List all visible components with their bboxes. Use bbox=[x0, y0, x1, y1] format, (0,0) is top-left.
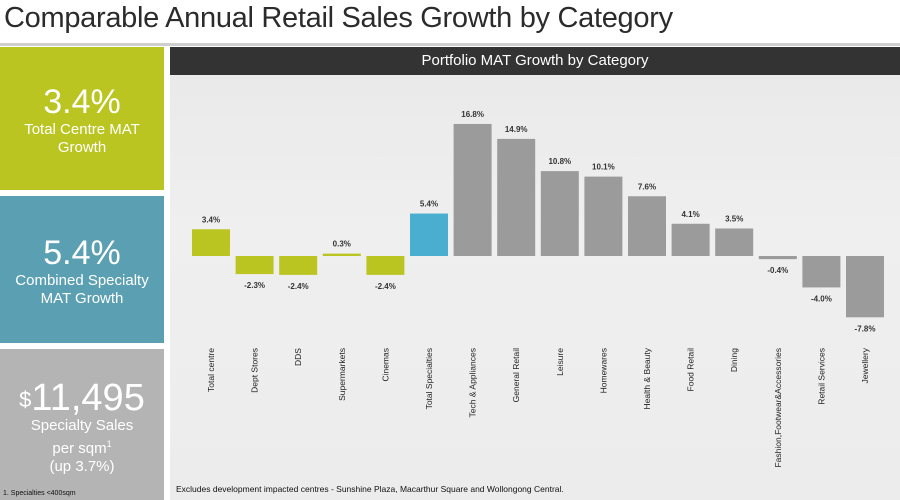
category-label: Homewares bbox=[598, 348, 608, 393]
category-label: Dining bbox=[729, 348, 739, 372]
bar-food-retail bbox=[671, 223, 710, 256]
bar-retail-services bbox=[802, 256, 841, 288]
footnote: 1. Specialties <400sqm bbox=[3, 490, 76, 497]
data-label: 3.4% bbox=[202, 215, 220, 224]
kpi-value: 5.4% bbox=[43, 234, 121, 272]
category-label: DDS bbox=[293, 348, 303, 366]
kpi-specialty-sales-per-sqm: $11,495 Specialty Sales per sqm1 (up 3.7… bbox=[0, 349, 164, 500]
category-label: Leisure bbox=[555, 348, 565, 376]
data-label: -2.3% bbox=[244, 281, 265, 290]
bar-leisure bbox=[540, 171, 579, 256]
exclusion-note: Excludes development impacted centres - … bbox=[176, 484, 564, 494]
category-label: Jewellery bbox=[860, 347, 870, 383]
divider bbox=[0, 43, 900, 46]
bar-dds bbox=[279, 256, 318, 275]
bar-supermarkets bbox=[322, 253, 361, 256]
category-label: Tech & Appliances bbox=[468, 348, 478, 417]
category-label: Health & Beauty bbox=[642, 347, 652, 409]
bar-dept-stores bbox=[235, 256, 274, 275]
page-title: Comparable Annual Retail Sales Growth by… bbox=[4, 2, 673, 34]
data-label: 0.3% bbox=[333, 240, 351, 249]
bar-jewellery bbox=[846, 256, 884, 318]
data-label: 5.4% bbox=[420, 200, 438, 209]
bar-homewares bbox=[584, 176, 623, 256]
kpi-amount: 11,495 bbox=[31, 377, 145, 419]
bar-cinemas bbox=[366, 256, 405, 275]
chart-title: Portfolio MAT Growth by Category bbox=[170, 47, 900, 75]
data-label: -7.8% bbox=[855, 324, 876, 333]
data-label: -0.4% bbox=[767, 266, 788, 275]
data-label: 4.1% bbox=[681, 210, 699, 219]
category-label: Fashion,Footwear&Accessories bbox=[773, 348, 783, 468]
kpi-label-line1: Specialty Sales bbox=[30, 417, 134, 434]
kpi-total-centre-growth: 3.4% Total Centre MAT Growth bbox=[0, 47, 164, 190]
data-label: -2.4% bbox=[288, 282, 309, 291]
category-label: Total Specialties bbox=[424, 348, 434, 409]
kpi-label-line2: MAT Growth bbox=[40, 290, 124, 307]
bar-total-specialties bbox=[410, 213, 448, 256]
category-label: General Retail bbox=[511, 348, 521, 402]
bar-dining bbox=[715, 228, 754, 256]
kpi-label-text: per sqm bbox=[52, 440, 107, 457]
kpi-label-line1: Combined Specialty bbox=[15, 272, 149, 289]
data-label: -4.0% bbox=[811, 294, 832, 303]
category-label: Dept Stores bbox=[250, 348, 260, 393]
bar-health-beauty bbox=[628, 196, 666, 256]
category-label: Supermarkets bbox=[337, 348, 347, 401]
kpi-value: 3.4% bbox=[43, 83, 121, 121]
data-label: 7.6% bbox=[638, 182, 656, 191]
data-label: 16.8% bbox=[461, 110, 484, 119]
kpi-combined-specialty-growth: 5.4% Combined Specialty MAT Growth bbox=[0, 196, 164, 343]
kpi-label-line2: Growth bbox=[57, 139, 107, 156]
data-label: 14.9% bbox=[505, 125, 528, 134]
category-label: Retail Services bbox=[816, 348, 826, 405]
data-label: 10.8% bbox=[548, 157, 571, 166]
category-label: Food Retail bbox=[686, 348, 696, 392]
currency-symbol: $ bbox=[19, 387, 32, 412]
data-label: 10.1% bbox=[592, 163, 615, 172]
bar-tech-appliances bbox=[453, 123, 492, 257]
category-label: Total centre bbox=[206, 348, 216, 392]
bar-total-centre bbox=[192, 229, 230, 256]
kpi-value: $11,495 bbox=[0, 379, 164, 417]
kpi-label-line2: per sqm1 bbox=[0, 435, 164, 458]
category-label: Cinemas bbox=[380, 348, 390, 382]
bar-general-retail bbox=[497, 138, 536, 256]
kpi-label-line3: (up 3.7%) bbox=[49, 458, 115, 475]
data-label: 3.5% bbox=[725, 214, 743, 223]
footnote-ref: 1 bbox=[106, 439, 112, 449]
data-label: -2.4% bbox=[375, 282, 396, 291]
bar-fashion-footwear-accessories bbox=[758, 256, 797, 260]
kpi-label-line1: Total Centre MAT bbox=[24, 121, 140, 138]
